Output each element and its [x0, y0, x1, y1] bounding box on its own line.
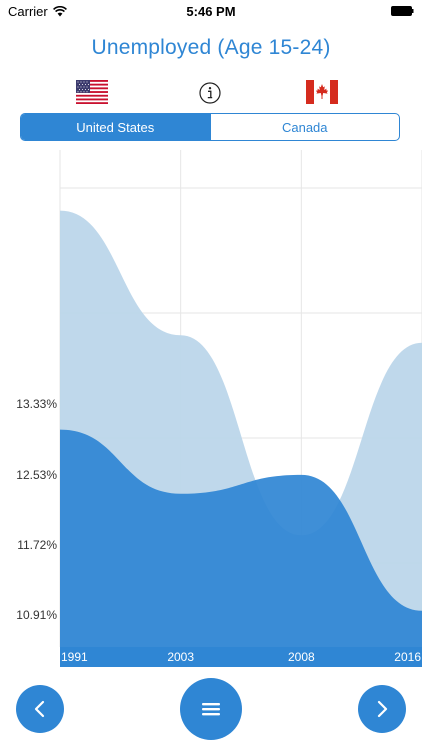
x-tick-label: 2003 [167, 650, 194, 664]
status-time: 5:46 PM [186, 4, 236, 19]
menu-icon [202, 703, 220, 716]
x-axis-band [60, 647, 422, 667]
menu-button[interactable] [180, 678, 242, 740]
carrier-label: Carrier [8, 4, 48, 19]
x-tick-label: 2016 [394, 650, 421, 664]
canada-flag-icon[interactable] [306, 80, 338, 104]
us-flag-icon[interactable] [76, 80, 108, 104]
y-tick-label: 11.72% [17, 538, 57, 552]
info-icon[interactable] [199, 82, 221, 104]
carrier-indicator: Carrier [8, 4, 67, 19]
y-axis-labels: 13.33% 12.53% 11.72% 10.91% [16, 397, 57, 622]
wifi-icon [52, 6, 67, 17]
segment-united-states[interactable]: United States [21, 114, 210, 140]
chevron-left-icon [34, 700, 45, 718]
united-states-series-area [60, 429, 422, 647]
x-tick-label: 2008 [288, 650, 315, 664]
unemployment-chart: 1991 2003 2008 2016 13.33% 12.53% 11.72% 10.91… [16, 150, 422, 667]
country-segmented-control: United States Canada [20, 113, 400, 141]
next-button[interactable] [358, 685, 406, 733]
segment-canada[interactable]: Canada [209, 114, 400, 140]
previous-button[interactable] [16, 685, 64, 733]
y-tick-label: 13.33% [16, 397, 57, 411]
x-axis-labels: 1991 2003 2008 2016 [61, 650, 421, 664]
y-tick-label: 10.91% [16, 608, 57, 622]
battery-icon [391, 6, 414, 16]
status-bar: Carrier 5:46 PM [0, 0, 422, 22]
page-title: Unemployed (Age 15-24) [91, 36, 331, 59]
chevron-right-icon [377, 700, 388, 718]
x-tick-label: 1991 [61, 650, 88, 664]
chart-areas [60, 210, 422, 647]
y-tick-label: 12.53% [16, 468, 57, 482]
